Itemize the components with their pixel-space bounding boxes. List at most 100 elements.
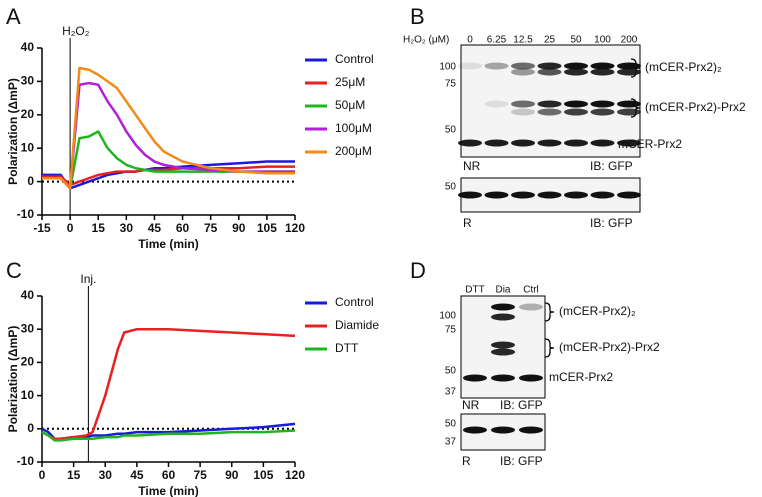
x-tick-label: 90 xyxy=(225,468,239,482)
x-tick-label: 60 xyxy=(162,468,176,482)
x-tick-label: 45 xyxy=(130,468,144,482)
y-tick-label: 20 xyxy=(21,107,35,121)
mw-marker: 100 xyxy=(439,311,456,322)
band xyxy=(511,62,535,70)
treatment-label: H₂O₂ (μM) xyxy=(403,35,449,46)
band xyxy=(491,313,515,321)
x-tick-label: -15 xyxy=(33,221,51,235)
antibody: IB: GFP xyxy=(590,216,633,230)
lane-label: Dia xyxy=(495,285,510,296)
y-tick-label: 10 xyxy=(21,140,35,154)
panel-letter: D xyxy=(410,258,426,283)
band xyxy=(491,426,515,434)
band xyxy=(617,191,641,199)
mw-marker: 37 xyxy=(445,437,457,448)
band xyxy=(617,62,641,70)
band-label: mCER-Prx2 xyxy=(549,370,613,384)
series-line xyxy=(42,66,295,190)
lane-label: 0 xyxy=(467,35,473,46)
legend-label: 200μM xyxy=(335,144,372,158)
band xyxy=(519,374,543,382)
y-tick-label: 30 xyxy=(21,321,35,335)
legend-label: 100μM xyxy=(335,121,372,135)
condition: R xyxy=(463,216,472,230)
band xyxy=(491,303,515,311)
band xyxy=(590,108,615,116)
x-tick-label: 0 xyxy=(67,221,74,235)
lane-label: 100 xyxy=(594,35,611,46)
y-tick-label: 0 xyxy=(27,421,34,435)
y-axis-title: Polarization (ΔmP) xyxy=(6,326,20,433)
panel-letter: B xyxy=(410,4,425,29)
band xyxy=(564,68,588,76)
mw-marker: 100 xyxy=(439,62,456,73)
band xyxy=(491,374,515,382)
band xyxy=(564,108,588,116)
annotation: Inj. xyxy=(80,272,96,286)
x-tick-label: 15 xyxy=(67,468,81,482)
band-label: (mCER-Prx2)₂ xyxy=(559,304,636,318)
lane-label: DTT xyxy=(465,285,484,296)
x-tick-label: 0 xyxy=(39,468,46,482)
x-tick-label: 105 xyxy=(253,468,273,482)
antibody: IB: GFP xyxy=(590,159,633,173)
x-tick-label: 15 xyxy=(92,221,106,235)
y-tick-label: -10 xyxy=(17,454,35,468)
y-tick-label: 30 xyxy=(21,74,35,88)
band xyxy=(564,62,588,70)
band xyxy=(590,191,615,199)
antibody: IB: GFP xyxy=(500,398,543,412)
band xyxy=(458,191,482,199)
x-tick-label: 30 xyxy=(120,221,134,235)
band xyxy=(617,68,641,76)
y-tick-label: 40 xyxy=(21,40,35,54)
y-tick-label: 40 xyxy=(21,288,35,302)
band xyxy=(511,100,535,108)
y-tick-label: 20 xyxy=(21,355,35,369)
mw-marker: 75 xyxy=(445,325,457,336)
panel-letter: C xyxy=(6,258,22,283)
band-label: (mCER-Prx2)-Prx2 xyxy=(559,340,660,354)
series-line xyxy=(41,327,296,441)
x-tick-label: 120 xyxy=(285,221,305,235)
y-tick-label: 0 xyxy=(27,174,34,188)
x-tick-label: 45 xyxy=(148,221,162,235)
y-tick-label: -10 xyxy=(17,207,35,221)
band xyxy=(537,108,562,116)
lane-label: 200 xyxy=(621,35,638,46)
lane-label: 12.5 xyxy=(513,35,533,46)
band xyxy=(617,100,641,108)
band xyxy=(519,426,543,434)
band xyxy=(511,139,535,147)
band xyxy=(463,374,487,382)
condition: NR xyxy=(462,398,480,412)
band xyxy=(617,139,641,147)
band xyxy=(564,191,588,199)
band xyxy=(484,62,509,70)
band xyxy=(590,139,615,147)
x-tick-label: 105 xyxy=(257,221,277,235)
legend-label: 25μM xyxy=(335,75,365,89)
x-tick-label: 30 xyxy=(99,468,113,482)
panel-letter: A xyxy=(6,4,21,29)
series-line xyxy=(42,130,295,190)
band-label: (mCER-Prx2)₂ xyxy=(645,60,722,74)
mw-marker: 50 xyxy=(445,366,457,377)
mw-marker: 37 xyxy=(445,387,457,398)
x-tick-label: 60 xyxy=(176,221,190,235)
x-tick-label: 90 xyxy=(232,221,246,235)
mw-marker: 50 xyxy=(445,182,457,193)
antibody: IB: GFP xyxy=(500,454,543,468)
x-tick-label: 75 xyxy=(204,221,218,235)
legend-label: Diamide xyxy=(335,318,379,332)
lane-label: Ctrl xyxy=(523,285,539,296)
condition: R xyxy=(462,454,471,468)
band xyxy=(463,426,487,434)
lane-label: 6.25 xyxy=(487,35,507,46)
band xyxy=(511,68,535,76)
lane-label: 50 xyxy=(570,35,582,46)
legend-label: Control xyxy=(335,295,374,309)
x-axis-title: Time (min) xyxy=(138,237,198,251)
y-tick-label: 10 xyxy=(21,388,35,402)
condition: NR xyxy=(463,159,481,173)
